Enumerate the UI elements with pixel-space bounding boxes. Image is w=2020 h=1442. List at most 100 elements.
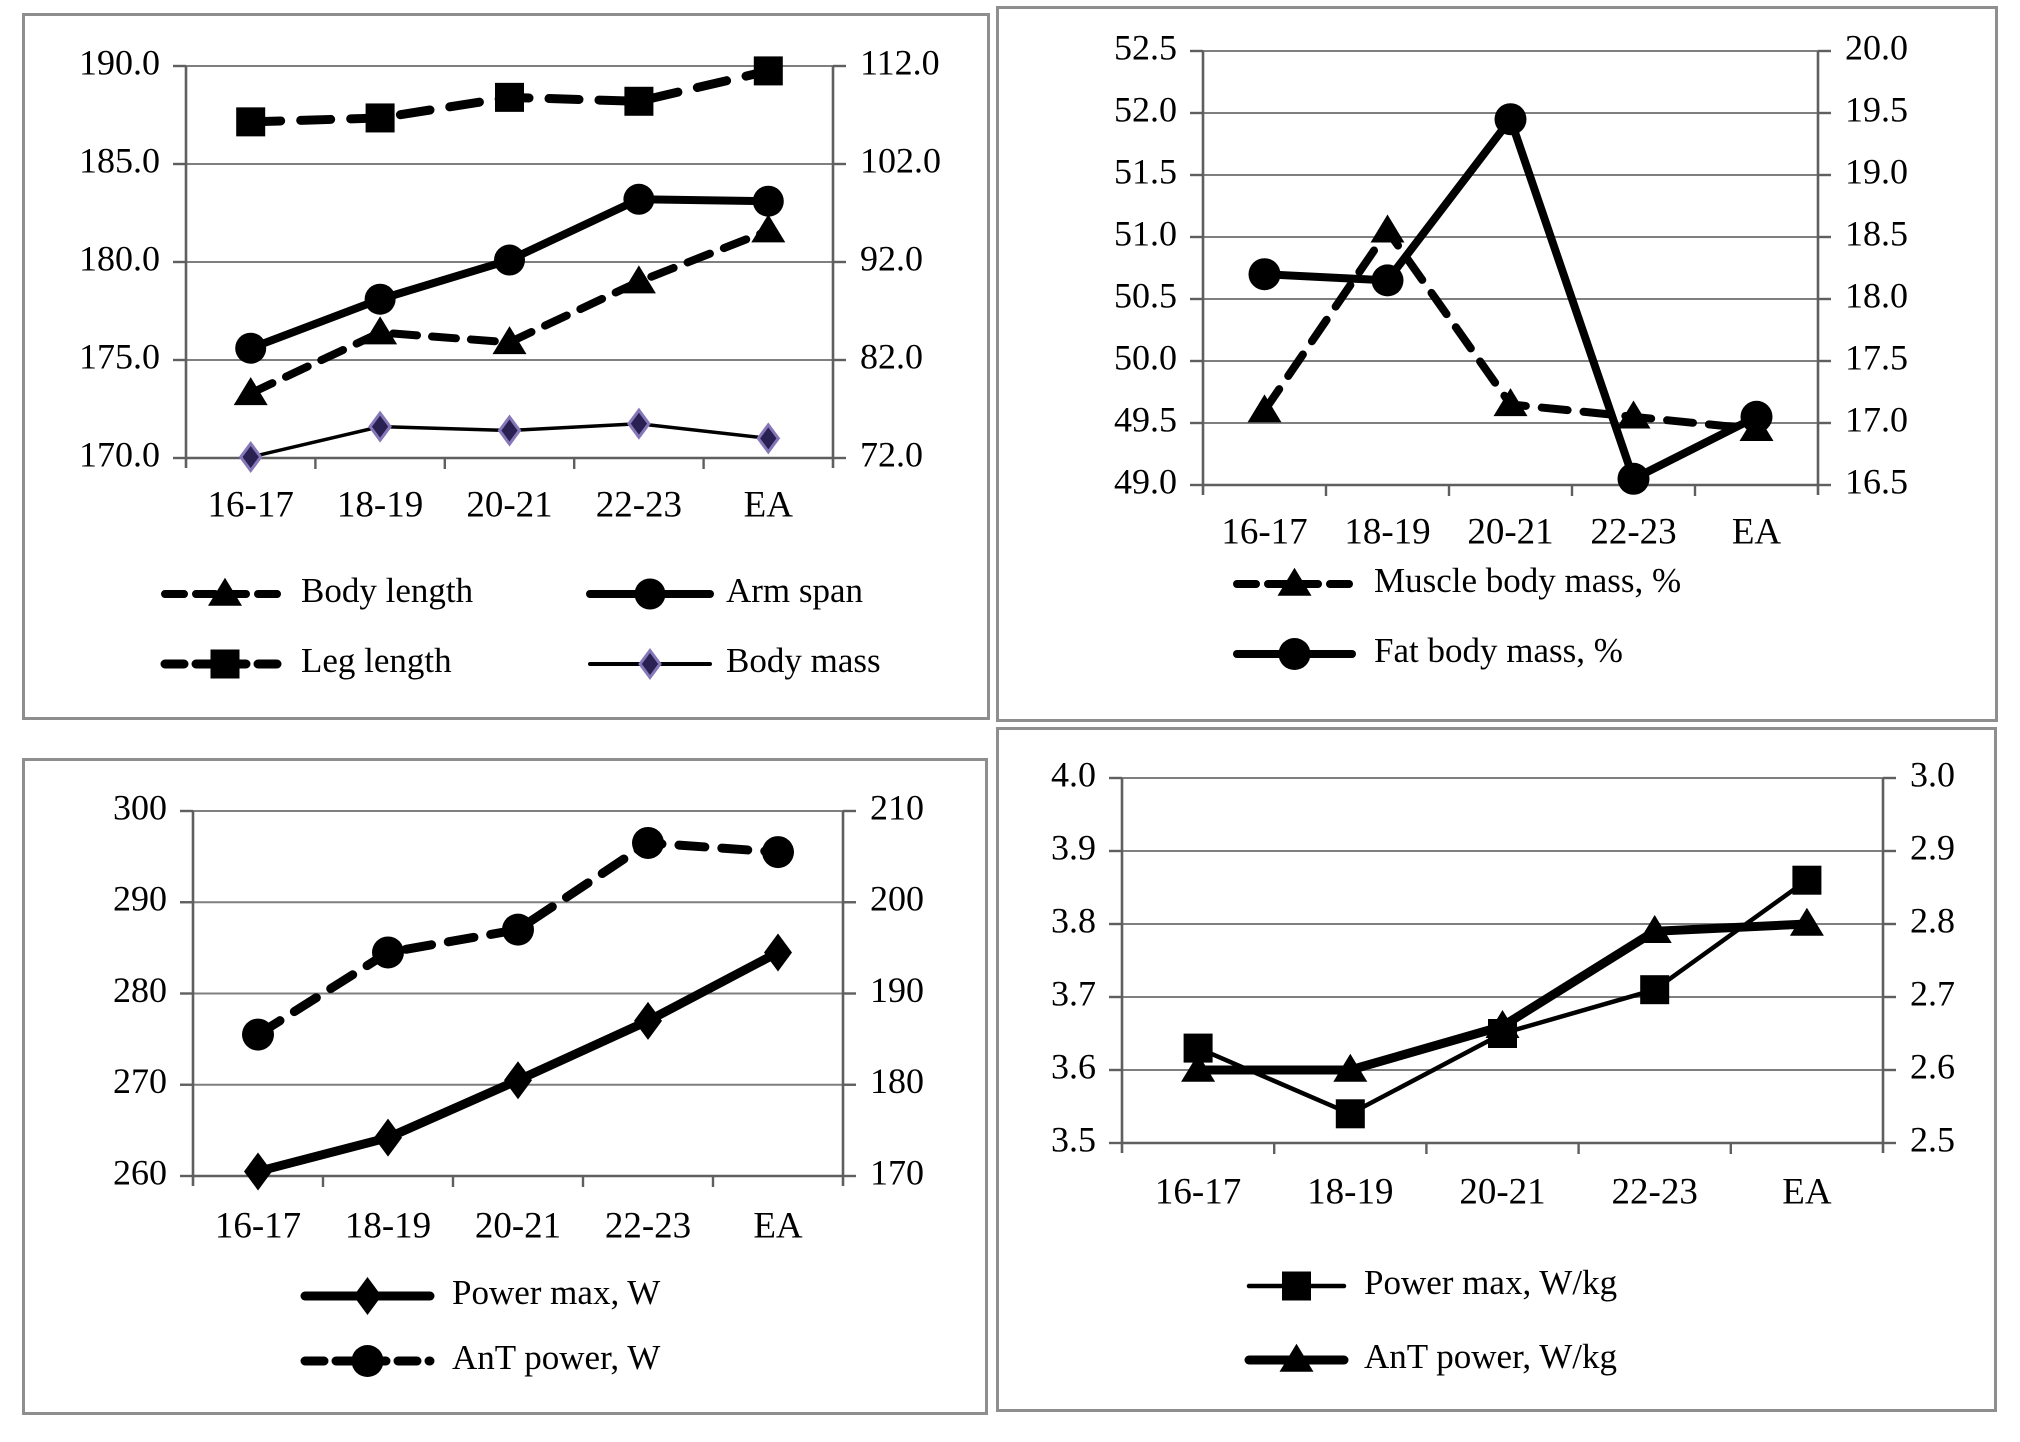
x-axis-category-label: 18-19 (1344, 511, 1430, 552)
circle-marker (372, 936, 404, 969)
legend-label: AnT power, W (452, 1338, 660, 1377)
left-axis-tick-label: 290 (113, 879, 167, 919)
x-axis-category-label: 20-21 (1459, 1171, 1545, 1212)
x-axis-category-label: 18-19 (337, 484, 423, 525)
x-axis-category-label: 18-19 (1307, 1171, 1393, 1212)
left-axis-tick-label: 3.5 (1051, 1119, 1096, 1159)
square-marker (495, 82, 524, 112)
right-axis-tick-label: 82.0 (860, 336, 923, 376)
diamond-marker (238, 440, 263, 474)
right-axis-tick-label: 20.0 (1845, 27, 1908, 67)
legend: Body length Arm span Leg length Body mass (160, 571, 881, 681)
right-axis-tick-label: 3.0 (1910, 754, 1955, 794)
right-axis-tick-label: 102.0 (860, 140, 941, 180)
gridlines (1122, 777, 1883, 1145)
triangle-marker (1181, 1053, 1216, 1082)
triangle-marker (1637, 915, 1672, 944)
legend-item-body-mass: Body mass (588, 641, 881, 681)
right-axis-tick-label: 72.0 (860, 434, 923, 474)
diamond-marker (353, 1277, 382, 1315)
left-axis-tick-label: 49.0 (1114, 461, 1177, 501)
diamond-marker (634, 1001, 662, 1040)
series-muscle-body-mass (1247, 214, 1774, 441)
left-axis-tick-label: 50.0 (1114, 337, 1177, 377)
left-axis-tick-label: 51.5 (1114, 151, 1177, 191)
x-axis-category-label: EA (1732, 511, 1782, 552)
triangle-marker (492, 326, 527, 355)
diamond-marker (497, 414, 522, 447)
chart-panel-absolute-power: 300 290 280 270 260 210 200 190 180 170 16-17 18-19… (22, 758, 988, 1415)
legend-label: Power max, W (452, 1273, 660, 1312)
left-axis-tick-label: 49.5 (1114, 399, 1177, 439)
series-leg-length (236, 56, 783, 137)
left-axis-tick-label: 3.8 (1051, 900, 1096, 940)
x-axis-category-label: EA (744, 484, 794, 525)
diamond-marker (244, 1152, 272, 1191)
right-axis-tick-label: 18.0 (1845, 275, 1908, 315)
diamond-marker (374, 1118, 402, 1157)
legend-label: Body mass (726, 641, 881, 680)
legend-label: Body length (301, 571, 474, 610)
circle-marker (351, 1345, 384, 1377)
x-axis-labels: 16-17 18-19 20-21 22-23 EA (1221, 511, 1781, 552)
chart-panel-anthropometry: 190.0 185.0 180.0 175.0 170.0 112.0 102.0 92.0 8… (22, 13, 990, 720)
circle-marker (1740, 400, 1773, 433)
left-axis-tick-label: 280 (113, 970, 167, 1010)
x-axis-labels: 16-17 18-19 20-21 22-23 EA (1155, 1171, 1832, 1212)
square-marker (236, 107, 266, 137)
left-axis-tick-label: 170.0 (79, 434, 160, 474)
left-axis-tick-label: 50.5 (1114, 275, 1177, 315)
circle-marker (494, 244, 525, 276)
right-axis-tick-label: 18.5 (1845, 213, 1908, 253)
right-axis-tick-label: 180 (870, 1061, 924, 1101)
circle-marker (623, 183, 655, 215)
legend-item-arm-span: Arm span (586, 571, 863, 610)
left-axis-tick-label: 185.0 (79, 140, 160, 180)
left-axis-tick-label: 260 (113, 1152, 167, 1192)
left-axis-tick-label: 180.0 (79, 238, 160, 278)
legend-item-body-length: Body length (161, 571, 474, 610)
legend: Power max, W AnT power, W (300, 1273, 660, 1377)
square-marker (1488, 1019, 1517, 1048)
chart-panel-relative-power: 4.0 3.9 3.8 3.7 3.6 3.5 3.0 2.9 2.8 2.7 2.6 2.5 16-1… (996, 727, 1997, 1412)
circle-marker (235, 332, 267, 364)
circle-marker (762, 836, 794, 869)
right-axis-tick-label: 190 (870, 970, 924, 1010)
right-axis-tick-label: 19.0 (1845, 151, 1908, 191)
right-axis-tick-label: 2.9 (1910, 827, 1955, 867)
triangle-marker (1493, 388, 1528, 417)
axes (173, 64, 846, 469)
legend-label: Arm span (726, 571, 863, 610)
right-axis-tick-label: 2.8 (1910, 900, 1955, 940)
legend-item-ant-power-w-kg: AnT power, W/kg (1244, 1337, 1617, 1376)
legend-label: Fat body mass, % (1374, 631, 1623, 670)
triangle-marker (751, 214, 786, 243)
triangle-marker (1279, 1343, 1314, 1372)
legend-item-leg-length: Leg length (160, 641, 452, 680)
x-axis-category-label: 16-17 (1221, 511, 1307, 552)
triangle-marker (1616, 400, 1651, 429)
legend-item-fat-body-mass: Fat body mass, % (1233, 631, 1623, 670)
triangle-marker (1277, 567, 1312, 596)
circle-marker (1248, 258, 1281, 291)
circle-marker (632, 826, 664, 859)
series-fat-body-mass (1248, 103, 1773, 495)
circle-marker (1278, 638, 1311, 670)
right-axis-tick-label: 16.5 (1845, 461, 1908, 501)
triangle-marker (233, 377, 268, 406)
legend-item-muscle-body-mass: Muscle body mass, % (1233, 561, 1681, 600)
square-marker (210, 649, 240, 679)
diamond-marker (638, 647, 662, 681)
x-axis-category-label: 20-21 (1467, 511, 1553, 552)
circle-marker (364, 283, 396, 315)
triangle-marker (363, 316, 398, 345)
right-axis-tick-label: 200 (870, 879, 924, 919)
x-axis-category-label: EA (1782, 1171, 1832, 1212)
right-axis-tick-label: 92.0 (860, 238, 923, 278)
right-axis-tick-label: 17.0 (1845, 399, 1908, 439)
left-axis-tick-label: 190.0 (79, 42, 160, 82)
legend-item-power-max-w: Power max, W (300, 1273, 660, 1315)
x-axis-category-label: 18-19 (345, 1205, 431, 1246)
x-axis-labels: 16-17 18-19 20-21 22-23 EA (208, 484, 794, 525)
series-ant-power-w-kg (1181, 907, 1824, 1082)
